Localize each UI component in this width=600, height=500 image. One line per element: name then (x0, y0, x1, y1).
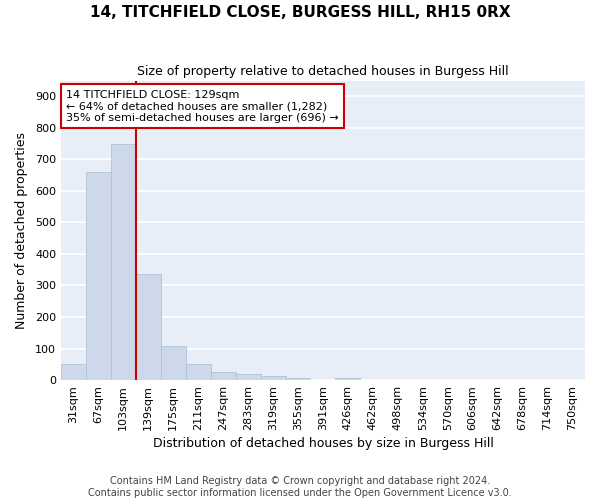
Bar (136, 274, 161, 380)
Text: 14 TITCHFIELD CLOSE: 129sqm
← 64% of detached houses are smaller (1,282)
35% of : 14 TITCHFIELD CLOSE: 129sqm ← 64% of det… (66, 90, 339, 122)
Text: Contains HM Land Registry data © Crown copyright and database right 2024.
Contai: Contains HM Land Registry data © Crown c… (88, 476, 512, 498)
Bar (186, 364, 211, 380)
Bar (61, 364, 86, 380)
Text: 14, TITCHFIELD CLOSE, BURGESS HILL, RH15 0RX: 14, TITCHFIELD CLOSE, BURGESS HILL, RH15… (89, 5, 511, 20)
Title: Size of property relative to detached houses in Burgess Hill: Size of property relative to detached ho… (137, 65, 509, 78)
Bar (286, 378, 310, 380)
X-axis label: Distribution of detached houses by size in Burgess Hill: Distribution of detached houses by size … (152, 437, 493, 450)
Bar (211, 372, 236, 380)
Bar (111, 144, 136, 380)
Bar (236, 374, 260, 380)
Bar (161, 346, 186, 380)
Bar (335, 378, 361, 380)
Bar (260, 376, 286, 380)
Y-axis label: Number of detached properties: Number of detached properties (15, 132, 28, 329)
Bar (86, 172, 111, 380)
